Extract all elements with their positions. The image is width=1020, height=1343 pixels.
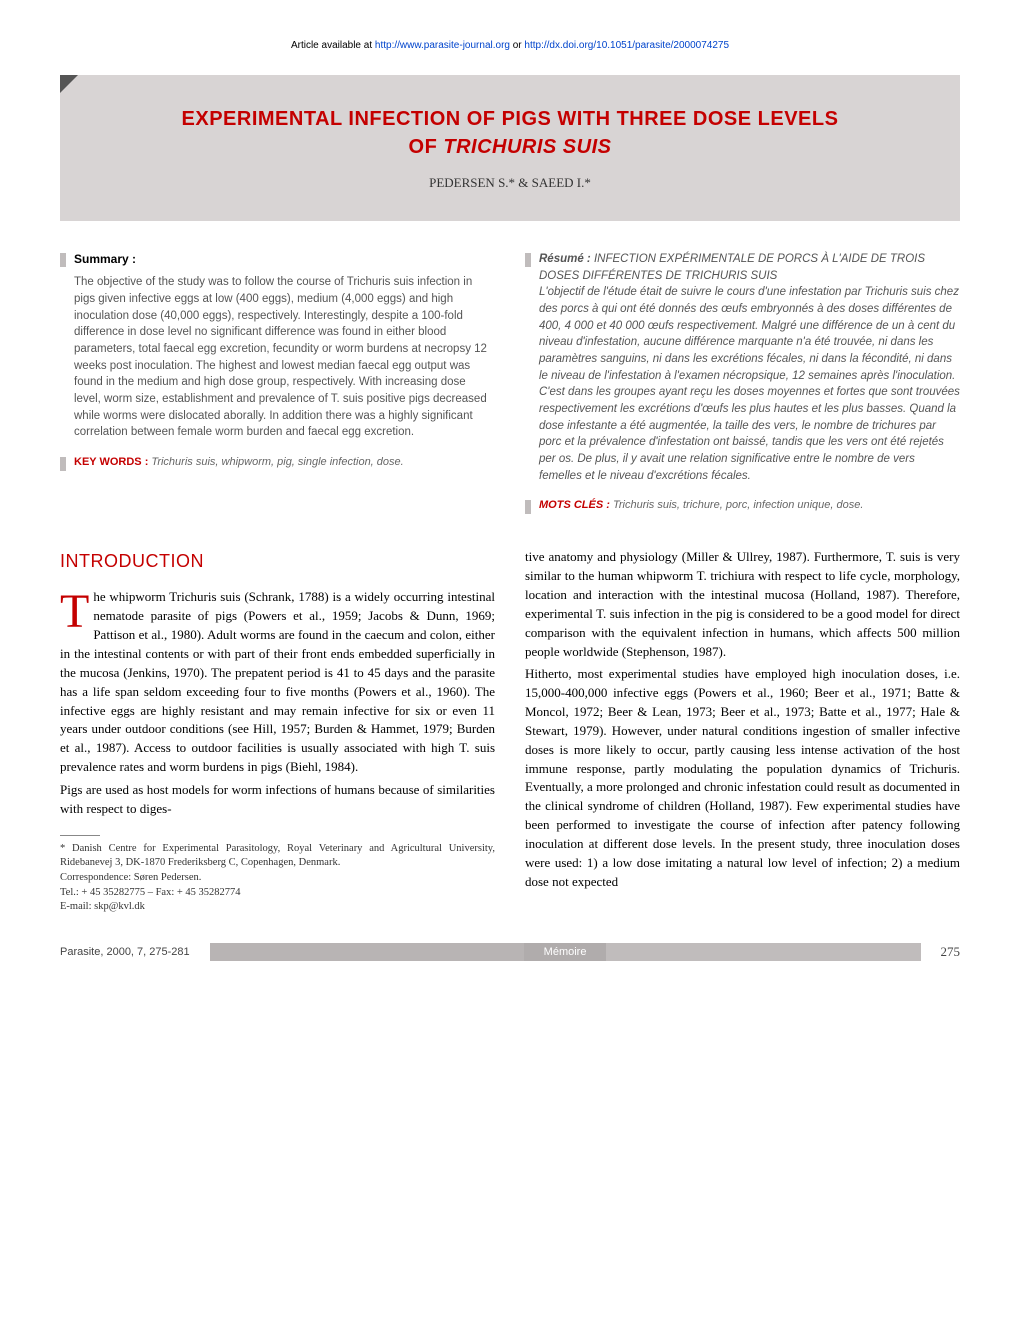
resume-heading: Résumé : INFECTION EXPÉRIMENTALE DE PORC…	[539, 251, 960, 284]
resume-column: Résumé : INFECTION EXPÉRIMENTALE DE PORC…	[525, 251, 960, 514]
keywords-text-en: Trichuris suis, whipworm, pig, single in…	[151, 456, 403, 468]
footer-section-bar: Mémoire	[210, 943, 921, 961]
keywords-label-fr: MOTS CLÉS :	[539, 499, 610, 511]
footnote-separator	[60, 835, 100, 836]
summary-column: Summary : The objective of the study was…	[60, 251, 495, 514]
title-line2-prefix: OF	[409, 136, 444, 158]
intro-p3: tive anatomy and physiology (Miller & Ul…	[525, 548, 960, 661]
intro-p1-text: he whipworm Trichuris suis (Schrank, 178…	[60, 589, 495, 774]
keywords-label-en: KEY WORDS :	[74, 456, 148, 468]
body-col-left: INTRODUCTION The whipworm Trichuris suis…	[60, 548, 495, 915]
summary-block: Summary : The objective of the study was…	[60, 251, 495, 441]
resume-block: Résumé : INFECTION EXPÉRIMENTALE DE PORC…	[525, 251, 960, 484]
footer-citation: Parasite, 2000, 7, 275-281	[60, 946, 190, 958]
email: E-mail: skp@kvl.dk	[60, 900, 495, 915]
intro-p4: Hitherto, most experimental studies have…	[525, 665, 960, 891]
intro-p1: The whipworm Trichuris suis (Schrank, 17…	[60, 588, 495, 776]
resume-heading-bold: Résumé :	[539, 253, 591, 265]
correspondence: Correspondence: Søren Pedersen.	[60, 871, 495, 886]
title-line1: EXPERIMENTAL INFECTION OF PIGS WITH THRE…	[182, 108, 839, 130]
body-columns: INTRODUCTION The whipworm Trichuris suis…	[60, 548, 960, 915]
tel-fax: Tel.: + 45 35282775 – Fax: + 45 35282774	[60, 886, 495, 901]
link-prefix: Article available at	[291, 40, 375, 51]
footer-section-label: Mémoire	[524, 943, 607, 961]
intro-p2: Pigs are used as host models for worm in…	[60, 781, 495, 819]
journal-url[interactable]: http://www.parasite-journal.org	[375, 40, 510, 51]
summary-text: The objective of the study was to follow…	[74, 274, 495, 441]
authors: PEDERSEN S.* & SAEED I.*	[100, 175, 920, 191]
summary-heading: Summary :	[74, 251, 495, 268]
availability-link: Article available at http://www.parasite…	[60, 40, 960, 51]
affiliation: * Danish Centre for Experimental Parasit…	[60, 842, 495, 871]
dropcap: T	[60, 588, 93, 632]
title-banner: EXPERIMENTAL INFECTION OF PIGS WITH THRE…	[60, 75, 960, 221]
article-title: EXPERIMENTAL INFECTION OF PIGS WITH THRE…	[100, 105, 920, 161]
title-taxon: TRICHURIS SUIS	[443, 136, 611, 158]
keywords-text-fr: Trichuris suis, trichure, porc, infectio…	[613, 499, 863, 511]
page-number: 275	[941, 944, 961, 960]
link-middle: or	[513, 40, 525, 51]
page-footer: Parasite, 2000, 7, 275-281 Mémoire 275	[60, 943, 960, 961]
section-introduction: INTRODUCTION	[60, 548, 495, 574]
doi-url[interactable]: http://dx.doi.org/10.1051/parasite/20000…	[524, 40, 729, 51]
keywords-fr: MOTS CLÉS : Trichuris suis, trichure, po…	[525, 498, 960, 514]
abstract-row: Summary : The objective of the study was…	[60, 251, 960, 514]
footnotes: * Danish Centre for Experimental Parasit…	[60, 842, 495, 915]
resume-heading-rest: INFECTION EXPÉRIMENTALE DE PORCS À L'AID…	[539, 253, 925, 282]
keywords-en: KEY WORDS : Trichuris suis, whipworm, pi…	[60, 455, 495, 471]
resume-text: L'objectif de l'étude était de suivre le…	[539, 284, 960, 484]
body-col-right: tive anatomy and physiology (Miller & Ul…	[525, 548, 960, 915]
